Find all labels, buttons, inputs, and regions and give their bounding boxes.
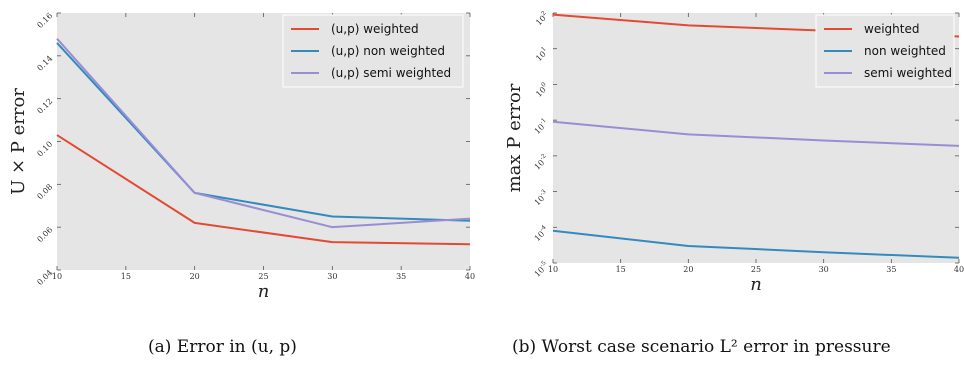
y-tick-label: 10-2 [531, 152, 550, 171]
x-tick-label: 10 [52, 272, 62, 281]
y-tick-label: 0.14 [35, 54, 54, 73]
y-tick-label: 102 [533, 10, 551, 28]
series-line-u-p-non-weighted [56, 42, 471, 222]
y-tick-exponent: -4 [538, 224, 547, 233]
x-tick-label: 40 [465, 272, 475, 281]
series-line-u-p-weighted [56, 134, 471, 246]
y-tick-exponent: 2 [540, 10, 548, 18]
y-tick-exponent: -2 [538, 152, 547, 161]
y-tick-label: 0.08 [35, 182, 54, 201]
y-tick-exponent: 0 [540, 81, 548, 89]
chart-panel-b: 10 15 20 25 30 35 4010-510-410-310-210-1100101… [504, 10, 964, 295]
x-tick-label: 10 [548, 265, 558, 274]
y-tick-label: 0.16 [35, 11, 54, 30]
y-tick-label: 10-3 [531, 188, 550, 207]
x-tick-label: 15 [121, 272, 131, 281]
y-tick-exponent: -5 [538, 260, 547, 269]
legend-label: (u,p) semi weighted [331, 66, 451, 80]
caption-a: (a) Error in (u, p) [148, 337, 297, 357]
caption-b: (b) Worst case scenario L² error in pres… [512, 337, 891, 357]
y-tick-label: 0.06 [35, 225, 54, 244]
x-tick-label: 20 [190, 272, 200, 281]
y-tick-exponent: -3 [538, 188, 547, 197]
y-tick-label: 0.12 [35, 97, 54, 116]
x-tick-label: 35 [396, 272, 406, 281]
y-tick-label: 0.10 [35, 140, 54, 159]
legend-label: (u,p) weighted [331, 22, 419, 36]
x-tick-label: 25 [751, 265, 761, 274]
x-tick-label: 30 [819, 265, 829, 274]
x-tick-label: 15 [616, 265, 626, 274]
series-line-u-p-semi-weighted [56, 38, 471, 229]
y-axis-label: max P error [504, 83, 525, 192]
legend-label: non weighted [864, 44, 946, 58]
legend-label: weighted [864, 22, 919, 36]
y-axis-label: U × P error [8, 88, 29, 195]
y-tick-label: 10-1 [531, 117, 550, 136]
x-tick-label: 25 [258, 272, 268, 281]
y-tick-label: 100 [533, 81, 551, 99]
legend-label: semi weighted [864, 66, 952, 80]
y-tick-exponent: -1 [538, 117, 547, 126]
y-tick-label: 101 [533, 45, 551, 63]
y-tick-label: 10-4 [531, 224, 550, 243]
y-tick-exponent: 1 [540, 45, 548, 53]
legend-label: (u,p) non weighted [331, 44, 445, 58]
series-line-non-weighted [552, 229, 960, 259]
x-tick-label: 30 [327, 272, 337, 281]
x-tick-label: 35 [886, 265, 896, 274]
x-axis-label: n [750, 274, 762, 295]
series-line-semi-weighted [552, 120, 960, 147]
x-tick-label: 20 [683, 265, 693, 274]
chart-panel-a: 10 15 20 25 30 35 400.040.060.080.100.120.140.… [8, 11, 475, 302]
x-axis-label: n [258, 281, 270, 302]
x-tick-label: 40 [954, 265, 964, 274]
